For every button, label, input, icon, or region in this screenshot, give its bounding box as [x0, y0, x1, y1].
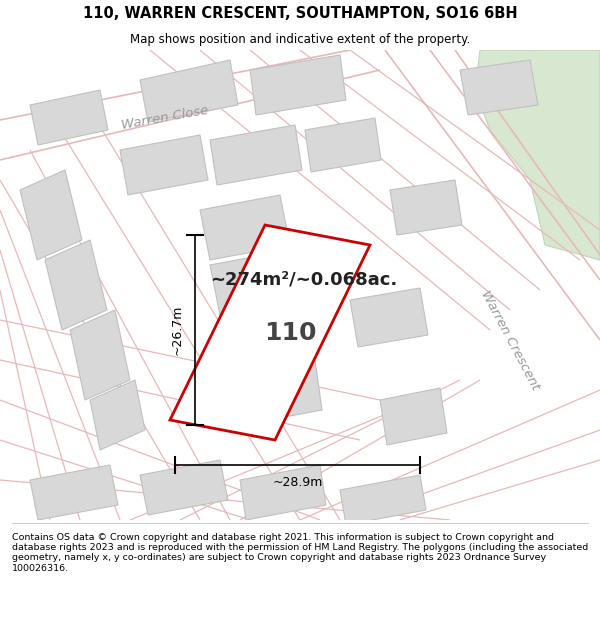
Polygon shape — [240, 465, 326, 520]
Text: Warren Close: Warren Close — [121, 104, 209, 132]
Polygon shape — [120, 135, 208, 195]
Polygon shape — [20, 170, 82, 260]
Polygon shape — [45, 240, 107, 330]
Text: Map shows position and indicative extent of the property.: Map shows position and indicative extent… — [130, 32, 470, 46]
Text: 110: 110 — [264, 321, 316, 344]
Polygon shape — [30, 465, 118, 520]
Polygon shape — [380, 388, 447, 445]
Polygon shape — [210, 250, 300, 315]
Polygon shape — [210, 125, 302, 185]
Text: Contains OS data © Crown copyright and database right 2021. This information is : Contains OS data © Crown copyright and d… — [12, 532, 588, 572]
Polygon shape — [305, 118, 381, 172]
Polygon shape — [235, 360, 322, 425]
Polygon shape — [90, 380, 145, 450]
Text: 110, WARREN CRESCENT, SOUTHAMPTON, SO16 6BH: 110, WARREN CRESCENT, SOUTHAMPTON, SO16 … — [83, 6, 517, 21]
Polygon shape — [200, 195, 290, 260]
Text: Warren Crescent: Warren Crescent — [478, 288, 542, 392]
Polygon shape — [390, 180, 462, 235]
Polygon shape — [70, 310, 130, 400]
Polygon shape — [220, 305, 308, 370]
Polygon shape — [140, 460, 228, 515]
Text: ~26.7m: ~26.7m — [170, 305, 184, 355]
Polygon shape — [170, 225, 370, 440]
Polygon shape — [340, 475, 426, 525]
Polygon shape — [460, 60, 538, 115]
Polygon shape — [350, 288, 428, 347]
Polygon shape — [140, 60, 238, 122]
Polygon shape — [475, 50, 600, 260]
Polygon shape — [250, 55, 346, 115]
Text: ~28.9m: ~28.9m — [272, 476, 323, 489]
Text: ~274m²/~0.068ac.: ~274m²/~0.068ac. — [210, 271, 397, 289]
Polygon shape — [30, 90, 108, 145]
